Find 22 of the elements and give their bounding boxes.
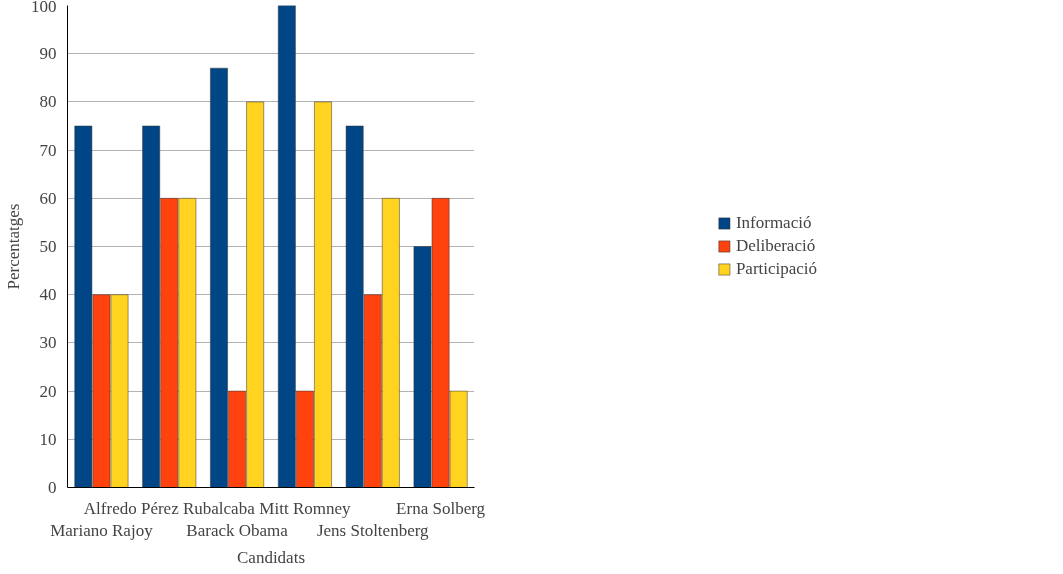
y-tick-label: 100 xyxy=(31,0,57,16)
y-tick-label: 70 xyxy=(39,140,57,160)
y-tick-label: 60 xyxy=(39,188,57,208)
x-tick-label: Erna Solberg xyxy=(396,498,486,518)
y-axis-title: Percentatges xyxy=(4,203,23,290)
y-tick-label: 90 xyxy=(39,44,57,64)
y-tick-label: 10 xyxy=(39,429,57,449)
x-axis-title: Candidats xyxy=(237,548,305,568)
legend-label: Deliberació xyxy=(735,236,816,256)
x-tick-label: Jens Stoltenberg xyxy=(316,521,430,541)
y-tick-label: 40 xyxy=(39,285,57,305)
legend-label: Informació xyxy=(735,213,812,233)
y-tick-label: 30 xyxy=(39,333,57,353)
x-tick-label: Alfredo Pérez Rubalcaba xyxy=(83,498,256,518)
y-tick-label: 0 xyxy=(48,478,57,497)
legend-label: Participació xyxy=(735,259,818,279)
x-tick-label: Mitt Romney xyxy=(259,498,351,518)
x-tick-label: Mariano Rajoy xyxy=(50,521,154,541)
y-tick-label: 20 xyxy=(39,381,57,401)
x-tick-label: Barack Obama xyxy=(186,521,289,541)
y-tick-label: 80 xyxy=(39,92,57,112)
y-tick-label: 50 xyxy=(39,237,57,256)
